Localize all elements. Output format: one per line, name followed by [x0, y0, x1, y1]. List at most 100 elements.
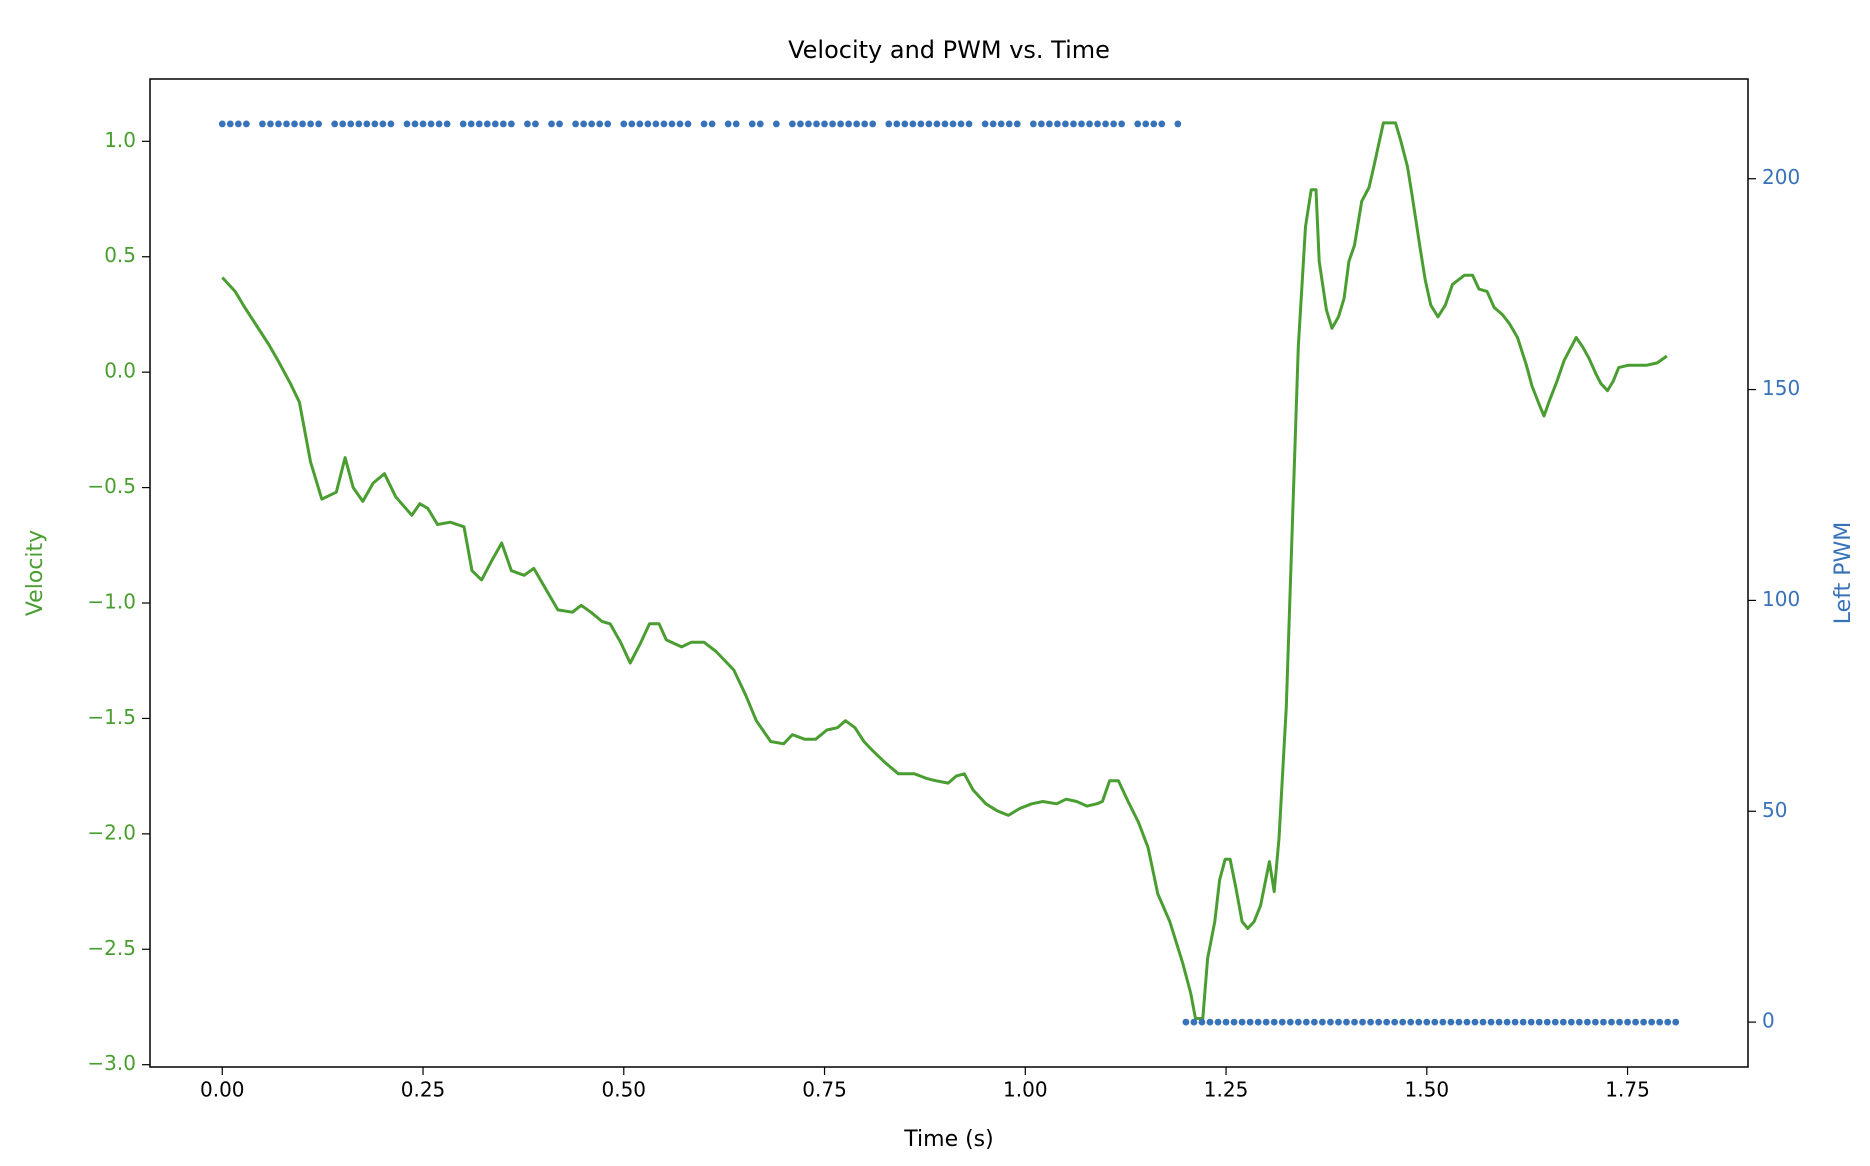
scatter-point [1479, 1018, 1487, 1026]
scatter-point [1327, 1018, 1334, 1026]
x-tick-label: 0.75 [802, 1078, 847, 1102]
scatter-point [572, 120, 579, 128]
scatter-point [1286, 1018, 1294, 1026]
y-tick-label: −1.5 [87, 705, 136, 729]
x-axis-label: Time (s) [903, 1127, 993, 1152]
scatter-point [499, 120, 507, 128]
scatter-point [965, 120, 973, 128]
scatter-point [1190, 1018, 1198, 1026]
series-line [221, 121, 1668, 1020]
scatter-point [604, 120, 612, 128]
scatter-point [1447, 1018, 1455, 1026]
scatter-point [1640, 1018, 1648, 1026]
scatter-point [925, 120, 933, 128]
scatter-point [435, 120, 443, 128]
scatter-point [491, 120, 499, 128]
scatter-point [1359, 1018, 1366, 1026]
scatter-point [1013, 120, 1021, 128]
scatter-point [1487, 1018, 1495, 1026]
scatter-point [1102, 120, 1109, 128]
scatter-point [1222, 1018, 1230, 1026]
scatter-point [1118, 120, 1126, 128]
scatter-point [1656, 1018, 1664, 1026]
scatter-point [443, 120, 451, 128]
scatter-point [242, 120, 250, 128]
scatter-point [1455, 1018, 1463, 1026]
scatter-point [1230, 1018, 1238, 1026]
scatter-point [1343, 1018, 1350, 1026]
scatter-point [371, 120, 379, 128]
scatter-point [1415, 1018, 1423, 1026]
scatter-point [1005, 120, 1013, 128]
scatter-point [315, 120, 323, 128]
scatter-point [1648, 1018, 1656, 1026]
scatter-point [1664, 1018, 1672, 1026]
scatter-point [861, 120, 869, 128]
scatter-point [1439, 1018, 1447, 1026]
scatter-point [1078, 120, 1085, 128]
scatter-point [1672, 1018, 1680, 1026]
scatter-point [829, 120, 836, 128]
scatter-point [1310, 1018, 1318, 1026]
scatter-point [419, 120, 427, 128]
scatter-point [387, 120, 395, 128]
scatter-point [556, 120, 563, 128]
scatter-point [218, 120, 226, 128]
scatter-point [1070, 120, 1077, 128]
scatter-point [1367, 1018, 1374, 1026]
scatter-point [588, 120, 596, 128]
scatter-point [989, 120, 997, 128]
x-tick-label: 0.25 [401, 1078, 446, 1102]
scatter-point [1319, 1018, 1326, 1026]
scatter-point [700, 120, 708, 128]
x-tick-label: 1.50 [1405, 1078, 1450, 1102]
scatter-point [1519, 1018, 1527, 1026]
scatter-point [1198, 1018, 1206, 1026]
scatter-point [1174, 120, 1182, 128]
scatter-point [1583, 1018, 1591, 1026]
scatter-point [459, 120, 467, 128]
scatter-point [339, 120, 347, 128]
scatter-point [1094, 120, 1101, 128]
scatter-point [1246, 1018, 1254, 1026]
scatter-point [403, 120, 411, 128]
scatter-point [411, 120, 419, 128]
y-tick-label: −3.0 [87, 1051, 136, 1075]
scatter-point [1238, 1018, 1246, 1026]
scatter-point [1527, 1018, 1535, 1026]
scatter-point [580, 120, 588, 128]
scatter-point [789, 120, 796, 128]
scatter-point [821, 120, 828, 128]
scatter-point [813, 120, 820, 128]
scatter-point [1391, 1018, 1399, 1026]
y-tick-label: 1.0 [104, 128, 136, 152]
scatter-point [267, 120, 274, 128]
scatter-point [1375, 1018, 1383, 1026]
scatter-point [644, 120, 652, 128]
scatter-point [1134, 120, 1142, 128]
scatter-point [805, 120, 812, 128]
y-tick-label: 0.0 [104, 359, 136, 383]
scatter-point [724, 120, 732, 128]
scatter-point [283, 120, 290, 128]
scatter-point [1600, 1018, 1607, 1026]
y-tick-label: −0.5 [87, 474, 136, 498]
y2-axis-label: Left PWM [1831, 522, 1856, 624]
scatter-point [1278, 1018, 1286, 1026]
scatter-point [909, 120, 917, 128]
scatter-point [660, 120, 668, 128]
scatter-point [676, 120, 684, 128]
y2-tick-label: 200 [1762, 165, 1800, 189]
scatter-point [1511, 1018, 1519, 1026]
scatter-point [355, 120, 363, 128]
scatter-point [748, 120, 756, 128]
scatter-point [1182, 1018, 1190, 1026]
scatter-point [684, 120, 692, 128]
x-tick-label: 1.75 [1605, 1078, 1650, 1102]
scatter-point [1062, 120, 1069, 128]
scatter-point [1086, 120, 1093, 128]
scatter-point [668, 120, 676, 128]
scatter-point [1632, 1018, 1639, 1026]
